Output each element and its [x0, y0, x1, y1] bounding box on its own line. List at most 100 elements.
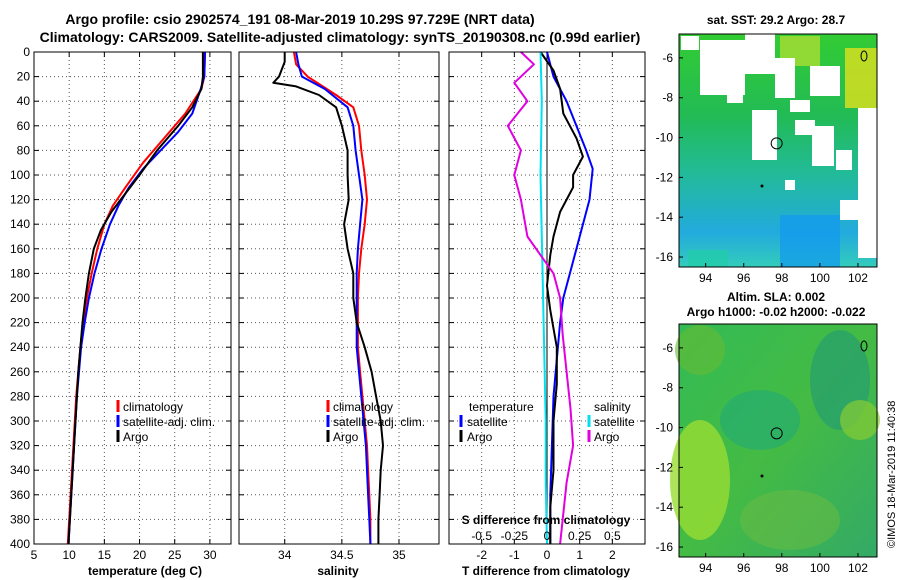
y-tick-label: 380: [10, 512, 30, 526]
legend-label-satellite: satellite-adj. clim.: [123, 415, 215, 429]
s-axis-tick-label: -0.25: [501, 529, 529, 543]
sst-cold-patch: [780, 215, 840, 267]
x-tick-label: 35: [392, 548, 406, 562]
temperature-panel: 0 20 40 60 80 100 120 140 160 180 200 220 240 260 280 3…: [10, 45, 232, 562]
difference-panel: -2 -1 0 1 2 -0.5 -0.25 0 0.25 0.5: [448, 51, 646, 562]
legend-label-t-satellite: satellite: [467, 415, 508, 429]
y-tick-label: 280: [10, 389, 30, 403]
sla-patch: [740, 490, 840, 550]
map-x-tick-label: 100: [810, 561, 830, 575]
map-y-tick-label: -14: [656, 500, 674, 514]
credit-text: ©IMOS 18-Mar-2019 11:40:38: [886, 401, 898, 548]
map-x-tick-label: 100: [810, 271, 830, 285]
y-tick-label: 100: [10, 168, 30, 182]
plot-frame: [448, 51, 646, 545]
temperature-legend: climatology satellite-adj. clim. Argo: [116, 400, 215, 444]
sla-map-title-line1: Altim. SLA: 0.002: [727, 290, 825, 304]
sla-map-axes: 94 96 98 100 102 -6 -8 -10 -12 -14 -16: [656, 341, 869, 575]
map-y-tick-label: -10: [656, 421, 674, 435]
map-y-tick-label: -6: [662, 51, 673, 65]
figure-title-line2: Climatology: CARS2009. Satellite-adjuste…: [40, 29, 641, 45]
map-x-tick-label: 94: [699, 271, 713, 285]
y-tick-label: 300: [10, 414, 30, 428]
plot-frame: [238, 51, 440, 545]
y-tick-label: 60: [17, 119, 31, 133]
map-y-tick-label: -8: [662, 91, 673, 105]
sst-map-frame: [678, 33, 878, 268]
x-tick-label: 1: [576, 548, 583, 562]
legend-label-climatology: climatology: [333, 400, 393, 414]
map-y-tick-label: -16: [656, 250, 674, 264]
y-tick-label: 160: [10, 242, 30, 256]
map-x-tick-label: 96: [737, 271, 751, 285]
map-y-tick-label: -10: [656, 131, 674, 145]
y-tick-label: 140: [10, 217, 30, 231]
island-marker: [760, 184, 764, 188]
map-x-tick-label: 98: [775, 271, 789, 285]
map-y-tick-label: -14: [656, 210, 674, 224]
y-tick-label: 220: [10, 316, 30, 330]
coastline-marker: [860, 50, 868, 62]
s-axis-tick-label: 0: [544, 529, 551, 543]
series-line-s-argo: [506, 51, 575, 545]
sst-map-title: sat. SST: 29.2 Argo: 28.7: [707, 13, 846, 27]
x-tick-label: 34: [278, 548, 292, 562]
s-axis-tick-label: -0.5: [471, 529, 492, 543]
map-x-tick-label: 96: [737, 561, 751, 575]
legend-label-satellite: satellite-adj. clim.: [333, 415, 425, 429]
sst-patch: [688, 250, 728, 267]
salinity-legend: climatology satellite-adj. clim. Argo: [326, 400, 425, 444]
legend-label-t-argo: Argo: [467, 430, 493, 444]
y-tick-label: 340: [10, 463, 30, 477]
legend-label-climatology: climatology: [123, 400, 183, 414]
series-line-satellite-adj-clim-: [67, 51, 206, 545]
map-y-tick-label: -6: [662, 341, 673, 355]
temperature-xlabel: temperature (deg C): [88, 564, 202, 578]
map-x-tick-label: 94: [699, 561, 713, 575]
y-tick-label: 400: [10, 537, 30, 551]
x-tick-label: 5: [31, 548, 38, 562]
s-axis-tick-label: 0.5: [604, 529, 621, 543]
salinity-xlabel: salinity: [317, 564, 359, 578]
sst-map: [678, 33, 878, 268]
series-line-t-argo: [539, 51, 584, 544]
argo-position-marker: [770, 427, 783, 440]
difference-top-label: S difference from climatology: [462, 513, 631, 527]
y-tick-label: 40: [17, 94, 31, 108]
legend-label-s-satellite: satellite: [594, 415, 635, 429]
x-tick-label: 10: [62, 548, 76, 562]
map-x-tick-label: 98: [775, 561, 789, 575]
sla-low-patch: [720, 390, 800, 450]
difference-legend: temperature satellite Argo salinity sate…: [459, 400, 635, 444]
y-tick-label: 180: [10, 266, 30, 280]
plot-frame: [33, 51, 232, 545]
sla-map-frame: [678, 323, 878, 558]
legend-title-temperature: temperature: [469, 400, 534, 414]
y-tick-label: 260: [10, 365, 30, 379]
x-tick-label: 30: [203, 548, 217, 562]
map-y-tick-label: -8: [662, 381, 673, 395]
y-tick-label: 200: [10, 291, 30, 305]
sst-cloud-mask: [681, 34, 877, 258]
x-tick-label: -1: [509, 548, 520, 562]
y-tick-label: 240: [10, 340, 30, 354]
y-tick-label: 20: [17, 70, 31, 84]
x-tick-label: 15: [98, 548, 112, 562]
figure-title-line1: Argo profile: csio 2902574_191 08-Mar-20…: [65, 11, 534, 27]
x-tick-label: 34.5: [330, 548, 354, 562]
legend-label-argo: Argo: [333, 430, 359, 444]
y-tick-label: 80: [17, 143, 31, 157]
sla-patch: [675, 325, 725, 375]
x-tick-label: 0: [544, 548, 551, 562]
argo-position-marker: [770, 137, 783, 150]
difference-xlabel: T difference from climatology: [462, 564, 630, 578]
sla-map: [670, 323, 880, 558]
s-axis-tick-label: 0.25: [568, 529, 592, 543]
x-tick-label: 25: [168, 548, 182, 562]
y-tick-label: 0: [23, 45, 30, 59]
map-y-tick-label: -12: [656, 170, 674, 184]
legend-title-salinity: salinity: [594, 400, 631, 414]
salinity-panel: 34 34.5 35: [238, 51, 440, 562]
series-line-argo: [272, 52, 384, 544]
